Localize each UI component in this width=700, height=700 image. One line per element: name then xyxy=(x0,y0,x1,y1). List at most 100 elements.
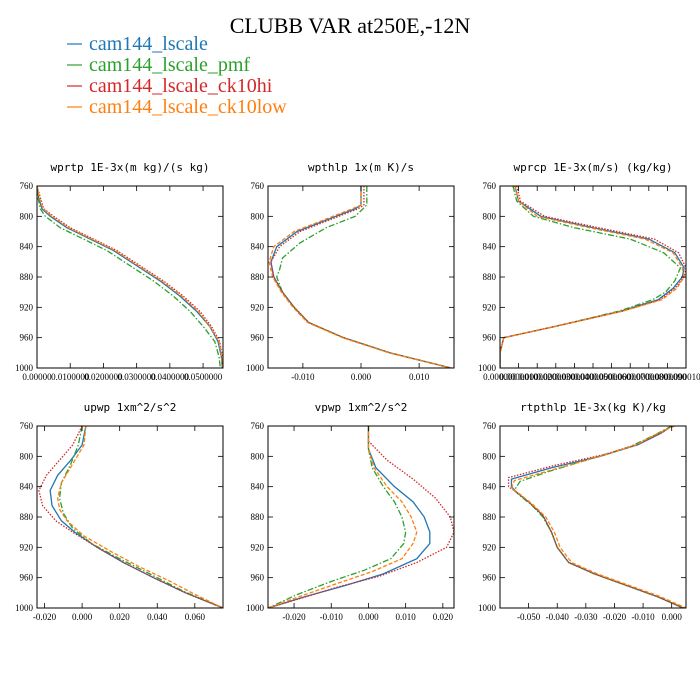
series-line-2 xyxy=(276,186,452,368)
panel-title: rtpthlp 1E-3x(kg K)/kg xyxy=(520,401,666,414)
x-tick-label: -0.030 xyxy=(574,612,598,622)
panel-3: wprcp 1E-3x(m/s) (kg/kg) 760 800 840 880 920 9… xyxy=(478,161,700,382)
y-tick-label: 880 xyxy=(483,272,497,282)
y-tick-label: 800 xyxy=(20,451,34,461)
x-tick-label: 0.0300000 xyxy=(118,372,157,382)
panel-1: wprtp 1E-3x(m kg)/(s kg) 760 800 840 880 920 9… xyxy=(15,161,224,382)
y-tick-label: 760 xyxy=(483,181,497,191)
panel-4: upwp 1xm^2/s^2 760 800 840 880 920 960 1000-0.0… xyxy=(15,401,224,622)
y-tick-label: 760 xyxy=(251,181,265,191)
series-line-3 xyxy=(507,426,684,608)
series-line-4 xyxy=(268,426,418,608)
x-tick-label: -0.010 xyxy=(320,612,344,622)
series-group xyxy=(268,426,454,608)
series-line-1 xyxy=(37,186,223,368)
y-tick-label: 920 xyxy=(483,542,497,552)
y-tick-label: 880 xyxy=(20,272,34,282)
x-tick-label: -0.020 xyxy=(33,612,57,622)
x-tick-label: 0.000 xyxy=(72,612,93,622)
x-tick-label: 0.0200000 xyxy=(84,372,123,382)
x-tick-label: 0.0000070 xyxy=(611,372,650,382)
series-line-4 xyxy=(268,186,452,368)
x-tick-label: 0.0000020 xyxy=(518,372,557,382)
y-tick-label: 880 xyxy=(251,272,265,282)
x-tick-label: -0.010 xyxy=(631,612,655,622)
panel-6: rtpthlp 1E-3x(kg K)/kg 760 800 840 880 920 960… xyxy=(478,401,687,622)
figure-title: CLUBB VAR at250E,-12N xyxy=(230,13,471,38)
y-tick-label: 920 xyxy=(251,302,265,312)
x-tick-label: -0.050 xyxy=(517,612,541,622)
series-line-1 xyxy=(268,426,431,608)
y-tick-label: 920 xyxy=(483,302,497,312)
panel-frame xyxy=(499,425,687,609)
y-tick-label: 840 xyxy=(483,242,497,252)
series-line-2 xyxy=(37,186,221,368)
y-tick-label: 960 xyxy=(483,333,497,343)
series-line-2 xyxy=(268,426,407,608)
series-line-3 xyxy=(38,426,223,608)
y-tick-label: 960 xyxy=(251,573,265,583)
y-tick-label: 800 xyxy=(251,211,265,221)
x-tick-label: 0.0000080 xyxy=(630,372,669,382)
series-group xyxy=(500,186,686,368)
x-tick-label: 0.000 xyxy=(662,612,683,622)
panel-title: wpthlp 1x(m K)/s xyxy=(308,161,414,174)
legend-label: cam144_lscale xyxy=(89,33,208,55)
y-tick-label: 960 xyxy=(20,573,34,583)
y-tick-label: 880 xyxy=(20,512,34,522)
legend-label: cam144_lscale_pmf xyxy=(89,54,250,76)
x-tick-label: 0.010 xyxy=(409,372,430,382)
series-line-4 xyxy=(500,186,685,368)
y-tick-label: 1000 xyxy=(15,603,34,613)
y-tick-label: 960 xyxy=(20,333,34,343)
x-tick-label: 0.0000050 xyxy=(574,372,613,382)
series-group xyxy=(268,186,452,368)
x-tick-label: 0.0000040 xyxy=(555,372,594,382)
y-tick-label: 800 xyxy=(20,211,34,221)
x-tick-label: 0.0100000 xyxy=(51,372,90,382)
series-line-1 xyxy=(510,426,684,608)
x-tick-label: 0.00000 xyxy=(22,372,52,382)
y-tick-label: 960 xyxy=(483,573,497,583)
x-tick-label: -0.020 xyxy=(282,612,306,622)
x-tick-label: 0.0000030 xyxy=(537,372,576,382)
y-tick-label: 920 xyxy=(20,542,34,552)
series-group xyxy=(38,426,223,608)
panel-2: wpthlp 1x(m K)/s 760 800 840 880 920 960 1000 -0… xyxy=(246,161,455,382)
x-tick-label: 0.0000090 xyxy=(648,372,687,382)
x-tick-label: 0.040 xyxy=(147,612,168,622)
series-line-4 xyxy=(57,426,223,608)
y-tick-label: 880 xyxy=(483,512,497,522)
series-line-1 xyxy=(500,186,685,368)
series-line-3 xyxy=(500,186,686,368)
x-tick-label: 0.0400000 xyxy=(151,372,190,382)
y-tick-label: 760 xyxy=(20,421,34,431)
series-group xyxy=(37,186,223,368)
series-line-1 xyxy=(270,186,452,368)
y-tick-label: 760 xyxy=(483,421,497,431)
x-tick-label: 0.000 xyxy=(358,612,379,622)
x-tick-label: -0.020 xyxy=(603,612,627,622)
y-tick-label: 960 xyxy=(251,333,265,343)
x-tick-label: 0.0000010 xyxy=(499,372,538,382)
x-tick-label: 0.060 xyxy=(185,612,206,622)
y-tick-label: 1000 xyxy=(478,363,497,373)
y-tick-label: 880 xyxy=(251,512,265,522)
y-tick-label: 1000 xyxy=(246,603,265,613)
series-line-3 xyxy=(270,186,452,368)
y-tick-label: 920 xyxy=(20,302,34,312)
y-tick-label: 840 xyxy=(483,482,497,492)
panel-5: vpwp 1xm^2/s^2 760 800 840 880 920 960 1000 -0.0… xyxy=(246,401,455,622)
panel-title: wprtp 1E-3x(m kg)/(s kg) xyxy=(51,161,210,174)
panel-title: wprcp 1E-3x(m/s) (kg/kg) xyxy=(514,161,673,174)
series-group xyxy=(507,426,686,608)
x-tick-label: 0.020 xyxy=(110,612,131,622)
y-tick-label: 840 xyxy=(20,242,34,252)
legend-label: cam144_lscale_ck10low xyxy=(89,96,287,118)
series-line-4 xyxy=(37,186,223,368)
y-tick-label: 1000 xyxy=(246,363,265,373)
y-tick-label: 840 xyxy=(251,242,265,252)
